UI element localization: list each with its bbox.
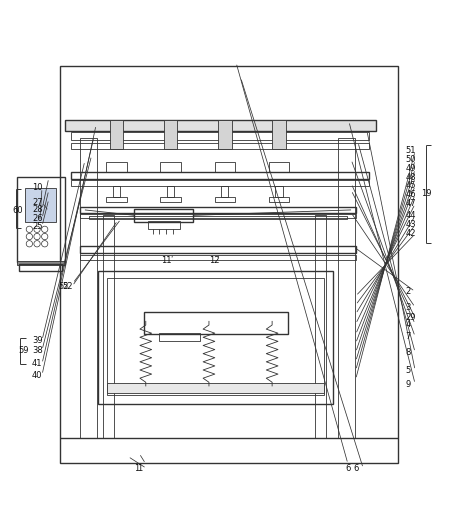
Bar <box>17 176 64 262</box>
Text: 28: 28 <box>32 205 43 214</box>
Text: 51: 51 <box>405 146 416 155</box>
Bar <box>108 278 324 396</box>
Bar <box>106 197 127 202</box>
Text: 6: 6 <box>353 464 359 473</box>
Bar <box>160 162 181 172</box>
Text: 7: 7 <box>405 332 410 341</box>
Bar <box>80 138 98 438</box>
Text: 8: 8 <box>405 348 410 357</box>
Bar <box>80 254 355 260</box>
Text: 10: 10 <box>32 183 43 192</box>
Bar <box>167 185 174 197</box>
Text: 52: 52 <box>62 282 73 291</box>
Text: 19: 19 <box>421 189 431 198</box>
Text: 11: 11 <box>162 256 172 265</box>
Text: 52: 52 <box>59 282 69 291</box>
Bar <box>80 207 355 213</box>
Bar <box>221 185 228 197</box>
Bar <box>269 162 289 172</box>
Bar <box>338 138 355 438</box>
Text: 43: 43 <box>405 220 416 229</box>
Bar <box>215 197 235 202</box>
Text: 45: 45 <box>405 181 416 190</box>
Bar <box>89 216 346 219</box>
Text: 39: 39 <box>32 336 43 345</box>
Text: 27: 27 <box>32 198 43 207</box>
Bar <box>272 120 286 149</box>
Bar <box>108 383 324 393</box>
Text: 12: 12 <box>209 256 219 265</box>
Bar <box>315 215 326 438</box>
Text: 49: 49 <box>405 165 416 173</box>
Text: 59: 59 <box>19 346 29 355</box>
Text: 44: 44 <box>405 211 416 220</box>
Bar <box>113 185 120 197</box>
Text: 5: 5 <box>405 366 410 375</box>
Text: 26: 26 <box>32 214 43 223</box>
Text: 2: 2 <box>405 287 410 296</box>
Bar <box>99 271 333 404</box>
Bar <box>60 66 399 463</box>
Text: 50: 50 <box>405 155 416 165</box>
Text: 46: 46 <box>405 190 416 199</box>
Bar <box>160 197 181 202</box>
Bar <box>71 143 369 149</box>
Bar <box>164 120 178 149</box>
Text: 40: 40 <box>32 370 43 380</box>
Text: 1: 1 <box>134 464 140 473</box>
Bar <box>71 172 369 179</box>
Text: 48: 48 <box>405 173 416 182</box>
Bar <box>215 162 235 172</box>
Text: 41: 41 <box>32 359 43 368</box>
Text: 25: 25 <box>32 222 43 230</box>
Bar <box>80 246 355 253</box>
Bar <box>218 120 232 149</box>
Bar <box>134 209 193 222</box>
Bar <box>80 214 355 218</box>
Bar <box>159 333 200 341</box>
Bar <box>25 188 56 222</box>
Bar <box>110 120 123 149</box>
Bar <box>17 261 64 265</box>
Bar <box>106 162 127 172</box>
Text: 4: 4 <box>405 319 410 329</box>
Text: 38: 38 <box>32 346 43 355</box>
Text: 1: 1 <box>137 464 142 473</box>
Text: 42: 42 <box>405 229 416 238</box>
Text: 60: 60 <box>13 206 23 215</box>
Text: 3: 3 <box>405 303 410 312</box>
Bar <box>71 132 369 141</box>
Bar <box>275 185 282 197</box>
Bar <box>103 215 114 438</box>
Bar <box>71 180 369 185</box>
Bar <box>143 312 288 335</box>
Bar <box>269 197 289 202</box>
Text: 6: 6 <box>345 464 350 473</box>
Text: 9: 9 <box>405 380 410 388</box>
Bar <box>64 120 376 131</box>
Bar <box>148 221 180 229</box>
Text: 29: 29 <box>405 313 416 322</box>
Bar <box>20 264 62 271</box>
Text: 47: 47 <box>405 199 416 208</box>
